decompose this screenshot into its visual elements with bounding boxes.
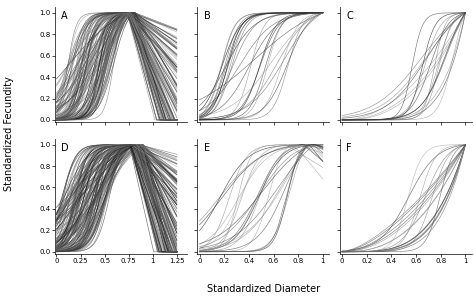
Text: C: C <box>346 11 353 21</box>
Text: F: F <box>346 143 352 153</box>
Text: D: D <box>61 143 69 153</box>
Text: A: A <box>61 11 68 21</box>
Text: Standardized Diameter: Standardized Diameter <box>207 284 319 294</box>
Text: E: E <box>204 143 210 153</box>
Text: B: B <box>204 11 210 21</box>
Text: Standardized Fecundity: Standardized Fecundity <box>3 76 14 191</box>
